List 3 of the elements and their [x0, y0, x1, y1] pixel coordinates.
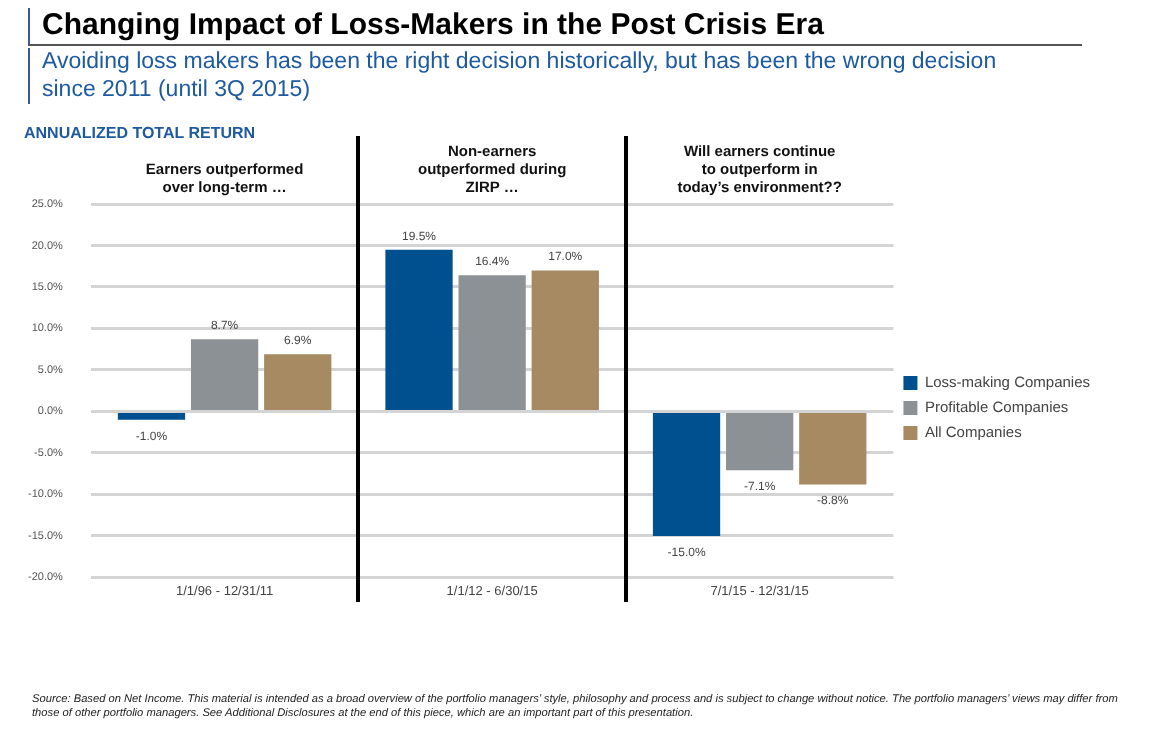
y-axis-title: ANNUALIZED TOTAL RETURN: [24, 124, 256, 142]
chart-title: Changing Impact of Loss-Makers in the Post Crisis Era: [28, 8, 1082, 46]
chart-subtitle: Avoiding loss makers has been the right decision historically, but has been the wrong decision since 2011 (until 3Q 2015): [28, 48, 1002, 104]
